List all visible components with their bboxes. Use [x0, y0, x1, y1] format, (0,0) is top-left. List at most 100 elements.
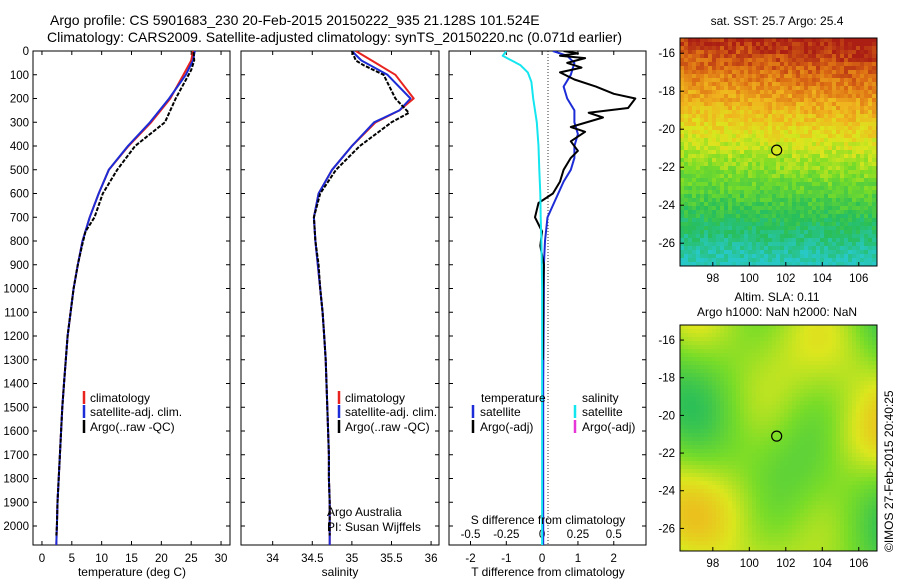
map-cell — [780, 190, 785, 195]
map-cell — [836, 254, 841, 259]
map-cell — [832, 242, 837, 247]
map-cell — [696, 234, 701, 239]
map-cell — [776, 333, 781, 338]
map-cell — [868, 357, 873, 362]
map-cell — [816, 142, 821, 147]
map-cell — [712, 90, 717, 95]
map-cell — [860, 222, 865, 227]
map-cell — [828, 50, 833, 55]
map-cell — [680, 162, 685, 167]
map-cell — [804, 202, 809, 207]
map-cell — [720, 214, 725, 219]
map-cell — [808, 58, 813, 63]
map-cell — [732, 429, 737, 434]
map-cell — [852, 397, 857, 402]
map-cell — [684, 413, 689, 418]
map-cell — [772, 154, 777, 159]
map-cell — [856, 70, 861, 75]
map-cell — [856, 210, 861, 215]
map-cell — [740, 469, 745, 474]
map-cell — [836, 377, 841, 382]
map-cell — [692, 130, 697, 135]
map-cell — [872, 369, 877, 374]
map-cell — [688, 361, 693, 366]
map-cell — [680, 417, 685, 422]
map-cell — [704, 369, 709, 374]
map-cell — [860, 465, 865, 470]
map-cell — [864, 345, 869, 350]
map-cell — [700, 401, 705, 406]
map-cell — [784, 325, 789, 330]
map-cell — [704, 158, 709, 163]
map-cell — [832, 433, 837, 438]
map-cell — [812, 50, 817, 55]
map-cell — [800, 333, 805, 338]
map-cell — [836, 445, 841, 450]
map-cell — [848, 365, 853, 370]
map-cell — [716, 246, 721, 251]
map-cell — [748, 254, 753, 259]
map-cell — [804, 453, 809, 458]
map-cell — [776, 365, 781, 370]
map-cell — [692, 385, 697, 390]
map-cell — [748, 70, 753, 75]
map-cell — [792, 54, 797, 59]
map-cell — [692, 94, 697, 99]
map-cell — [712, 138, 717, 143]
map-cell — [772, 74, 777, 79]
map-cell — [772, 329, 777, 334]
map-cell — [788, 222, 793, 227]
map-cell — [732, 218, 737, 223]
map-cell — [856, 206, 861, 211]
map-cell — [764, 250, 769, 255]
map-cell — [772, 409, 777, 414]
map-cell — [796, 337, 801, 342]
map-cell — [852, 198, 857, 203]
map-cell — [748, 453, 753, 458]
map-cell — [716, 50, 721, 55]
map-cell — [776, 146, 781, 151]
map-cell — [848, 393, 853, 398]
map-cell — [868, 369, 873, 374]
map-cell — [832, 74, 837, 79]
map-cell — [724, 138, 729, 143]
map-y-tick-label: -20 — [658, 124, 675, 136]
map-cell — [716, 182, 721, 187]
map-cell — [684, 353, 689, 358]
map-cell — [688, 58, 693, 63]
map-cell — [736, 90, 741, 95]
map-cell — [836, 389, 841, 394]
map-cell — [692, 74, 697, 79]
map-cell — [864, 226, 869, 231]
map-cell — [796, 417, 801, 422]
map-cell — [684, 465, 689, 470]
map-y-tick-label: -22 — [658, 162, 675, 174]
map-cell — [832, 118, 837, 123]
map-cell — [736, 465, 741, 470]
map-cell — [796, 134, 801, 139]
map-cell — [724, 369, 729, 374]
map-cell — [696, 473, 701, 478]
map-cell — [788, 389, 793, 394]
map-cell — [736, 162, 741, 167]
map-cell — [680, 38, 685, 43]
map-cell — [844, 234, 849, 239]
map-cell — [700, 453, 705, 458]
map-cell — [764, 230, 769, 235]
map-cell — [796, 457, 801, 462]
map-cell — [696, 449, 701, 454]
map-cell — [776, 230, 781, 235]
map-cell — [848, 357, 853, 362]
x-tick-label: 35.5 — [380, 553, 402, 565]
map-cell — [684, 78, 689, 83]
map-cell — [836, 349, 841, 354]
map-cell — [848, 42, 853, 47]
map-cell — [860, 353, 865, 358]
map-cell — [824, 393, 829, 398]
map-cell — [680, 182, 685, 187]
map-cell — [784, 409, 789, 414]
map-cell — [856, 110, 861, 115]
map-cell — [724, 353, 729, 358]
map-cell — [792, 325, 797, 330]
map-cell — [868, 449, 873, 454]
